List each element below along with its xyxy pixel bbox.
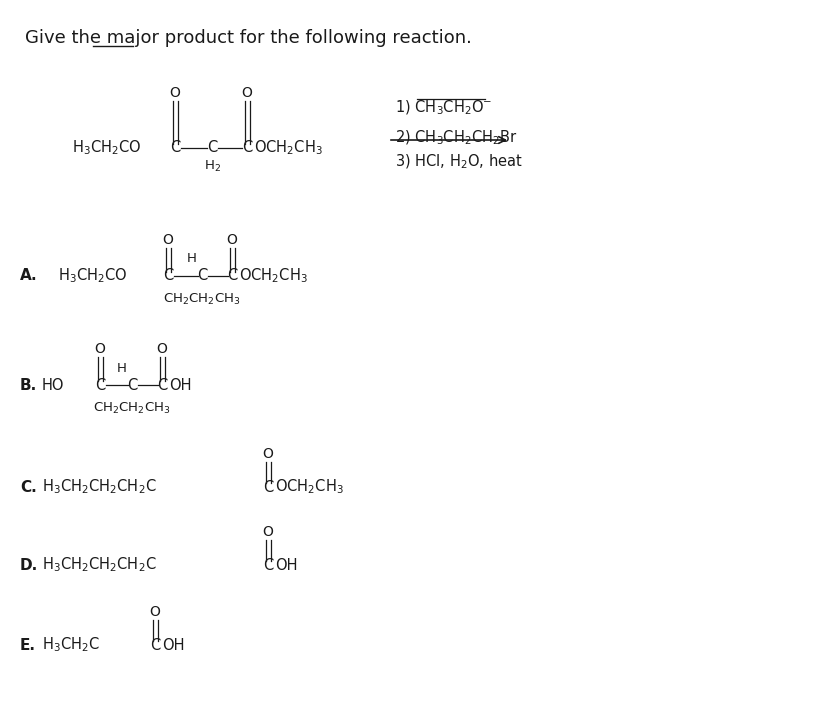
Text: C: C — [163, 268, 173, 283]
Text: D.: D. — [20, 557, 38, 572]
Text: H$_3$CH$_2$CH$_2$CH$_2$C: H$_3$CH$_2$CH$_2$CH$_2$C — [42, 478, 157, 496]
Text: E.: E. — [20, 637, 36, 652]
Text: C: C — [95, 377, 105, 392]
Text: O: O — [150, 605, 160, 619]
Text: H$_3$CH$_2$CH$_2$CH$_2$C: H$_3$CH$_2$CH$_2$CH$_2$C — [42, 555, 157, 575]
Text: O: O — [263, 447, 273, 461]
Text: OH: OH — [162, 637, 185, 652]
Text: CH$_2$CH$_2$CH$_3$: CH$_2$CH$_2$CH$_3$ — [163, 291, 241, 307]
Text: OH: OH — [169, 377, 192, 392]
Text: O: O — [241, 86, 253, 100]
Text: CH$_2$CH$_2$CH$_3$: CH$_2$CH$_2$CH$_3$ — [93, 400, 171, 416]
Text: H: H — [187, 253, 197, 266]
Text: H$_3$CH$_2$CO: H$_3$CH$_2$CO — [72, 139, 141, 157]
Text: 1) CH$_3$CH$_2$O$^{-}$: 1) CH$_3$CH$_2$O$^{-}$ — [395, 99, 493, 117]
Text: O: O — [263, 525, 273, 539]
Text: O: O — [157, 342, 167, 356]
Text: H: H — [117, 362, 127, 375]
Text: C.: C. — [20, 479, 37, 495]
Text: C: C — [207, 140, 217, 155]
Text: OCH$_2$CH$_3$: OCH$_2$CH$_3$ — [275, 478, 344, 496]
Text: C: C — [197, 268, 207, 283]
Text: C: C — [127, 377, 137, 392]
Text: C: C — [157, 377, 167, 392]
Text: 3) HCl, H$_2$O, heat: 3) HCl, H$_2$O, heat — [395, 153, 523, 171]
Text: O: O — [94, 342, 106, 356]
Text: 2) CH$_3$CH$_2$CH$_2$Br: 2) CH$_3$CH$_2$CH$_2$Br — [395, 129, 518, 147]
Text: Give the major product for the following reaction.: Give the major product for the following… — [25, 29, 472, 47]
Text: C: C — [227, 268, 237, 283]
Text: OCH$_2$CH$_3$: OCH$_2$CH$_3$ — [239, 267, 308, 286]
Text: C: C — [242, 140, 252, 155]
Text: O: O — [227, 233, 237, 247]
Text: H$_2$: H$_2$ — [203, 159, 220, 174]
Text: H$_3$CH$_2$C: H$_3$CH$_2$C — [42, 636, 100, 654]
Text: C: C — [150, 637, 160, 652]
Text: C: C — [263, 479, 273, 495]
Text: O: O — [163, 233, 173, 247]
Text: A.: A. — [20, 268, 37, 283]
Text: OH: OH — [275, 557, 298, 572]
Text: HO: HO — [42, 377, 64, 392]
Text: H$_3$CH$_2$CO: H$_3$CH$_2$CO — [58, 267, 128, 286]
Text: C: C — [263, 557, 273, 572]
Text: O: O — [170, 86, 180, 100]
Text: C: C — [170, 140, 180, 155]
Text: B.: B. — [20, 377, 37, 392]
Text: OCH$_2$CH$_3$: OCH$_2$CH$_3$ — [254, 139, 323, 157]
